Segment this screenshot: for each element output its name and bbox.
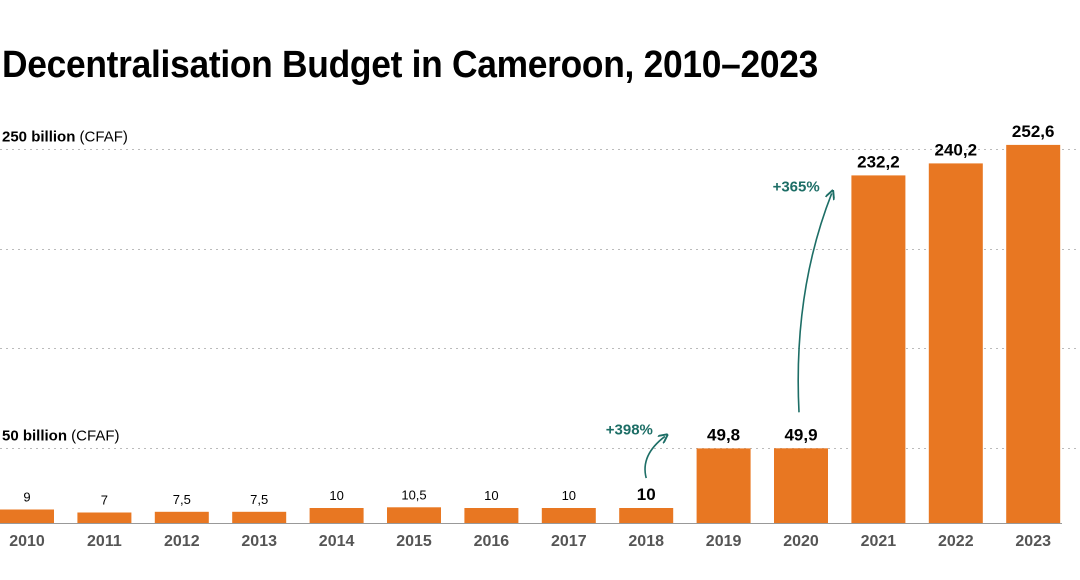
bar-value-label: 240,2: [935, 140, 978, 159]
bar-value-label: 7,5: [250, 492, 268, 507]
bar-value-label: 7,5: [173, 492, 191, 507]
chart-title: Decentralisation Budget in Cameroon, 201…: [2, 44, 818, 86]
bar-value-label: 252,6: [1012, 122, 1055, 141]
gridline-label: 50 billion (CFAF): [2, 428, 120, 445]
x-tick-label: 2013: [241, 533, 277, 550]
bar: [774, 448, 828, 523]
bar-value-label: 10: [329, 488, 343, 503]
bar: [464, 508, 519, 523]
x-tick-label: 2021: [861, 533, 897, 550]
bar: [1006, 144, 1061, 523]
bar: [154, 511, 209, 523]
bar-value-label: 9: [23, 490, 30, 505]
bar-value-label: 10: [637, 485, 656, 504]
gridline-label-value: 250 billion: [2, 129, 75, 146]
x-tick-label: 2014: [319, 533, 355, 550]
gridline-label-value: 50 billion: [2, 428, 67, 445]
bar: [851, 175, 906, 523]
bar: [309, 508, 364, 523]
gridline-label: 250 billion (CFAF): [2, 129, 128, 146]
x-tick-label: 2023: [1015, 533, 1051, 550]
x-tick-label: 2015: [396, 533, 432, 550]
bar-value-label: 49,8: [707, 425, 740, 444]
x-tick-label: 2020: [783, 533, 819, 550]
gridline-label-unit: (CFAF): [75, 129, 128, 146]
bar-value-label: 10,5: [401, 487, 426, 502]
bar: [77, 512, 132, 523]
bar: [696, 448, 751, 523]
x-tick-label: 2018: [628, 533, 664, 550]
x-tick-label: 2011: [87, 533, 122, 550]
bar: [232, 511, 287, 523]
x-tick-label: 2012: [164, 533, 200, 550]
annotation-label: +398%: [606, 421, 653, 438]
bar: [619, 508, 674, 523]
annotation-label: +365%: [773, 178, 820, 195]
bar: [0, 509, 54, 523]
bar-value-label: 10: [562, 488, 576, 503]
x-tick-label: 2019: [706, 533, 742, 550]
bar: [541, 508, 596, 523]
x-tick-label: 2022: [938, 533, 974, 550]
annotation-arrow: [644, 436, 665, 479]
x-tick-label: 2017: [551, 533, 587, 550]
x-tick-label: 2016: [474, 533, 510, 550]
bar: [387, 507, 441, 523]
bar-value-label: 10: [484, 488, 498, 503]
bar-value-label: 7: [101, 493, 108, 508]
gridline-label-unit: (CFAF): [67, 428, 120, 445]
bar: [928, 163, 983, 523]
annotation-arrow: [797, 193, 832, 413]
x-tick-label: 2010: [9, 533, 45, 550]
bar-value-label: 49,9: [784, 425, 817, 444]
bar-value-label: 232,2: [857, 152, 900, 171]
